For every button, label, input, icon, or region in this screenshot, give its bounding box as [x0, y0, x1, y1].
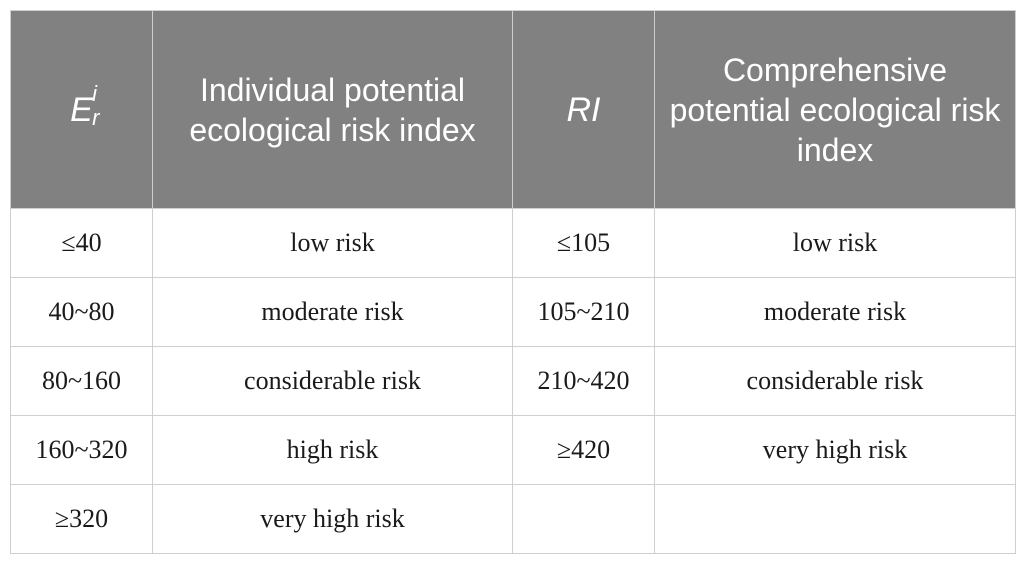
- table-row: ≤40 low risk ≤105 low risk: [10, 208, 1016, 278]
- cell-ri-range: 210~420: [512, 346, 655, 416]
- header-individual-index: Individual potential ecological risk ind…: [152, 10, 513, 209]
- cell-er-range: 40~80: [10, 277, 153, 347]
- cell-ri-range: [512, 484, 655, 554]
- table-row: 160~320 high risk ≥420 very high risk: [10, 415, 1016, 485]
- cell-comprehensive-risk: considerable risk: [654, 346, 1016, 416]
- header-ri-symbol: RI: [512, 10, 655, 209]
- cell-ri-range: ≤105: [512, 208, 655, 278]
- header-er-base: E: [70, 90, 93, 129]
- table-body: ≤40 low risk ≤105 low risk 40~80 moderat…: [10, 208, 1016, 554]
- header-er-sub: r: [92, 104, 100, 130]
- cell-er-range: 160~320: [10, 415, 153, 485]
- cell-individual-risk: moderate risk: [152, 277, 513, 347]
- cell-comprehensive-risk: [654, 484, 1016, 554]
- cell-individual-risk: low risk: [152, 208, 513, 278]
- table-row: 80~160 considerable risk 210~420 conside…: [10, 346, 1016, 416]
- table-row: ≥320 very high risk: [10, 484, 1016, 554]
- cell-er-range: ≤40: [10, 208, 153, 278]
- cell-er-range: 80~160: [10, 346, 153, 416]
- cell-individual-risk: very high risk: [152, 484, 513, 554]
- cell-er-range: ≥320: [10, 484, 153, 554]
- cell-ri-range: 105~210: [512, 277, 655, 347]
- cell-comprehensive-risk: very high risk: [654, 415, 1016, 485]
- cell-individual-risk: considerable risk: [152, 346, 513, 416]
- cell-ri-range: ≥420: [512, 415, 655, 485]
- cell-individual-risk: high risk: [152, 415, 513, 485]
- header-er-sup: i: [92, 80, 98, 106]
- header-comprehensive-index: Comprehensive potential ecological risk …: [654, 10, 1016, 209]
- cell-comprehensive-risk: moderate risk: [654, 277, 1016, 347]
- table-row: 40~80 moderate risk 105~210 moderate ris…: [10, 277, 1016, 347]
- cell-comprehensive-risk: low risk: [654, 208, 1016, 278]
